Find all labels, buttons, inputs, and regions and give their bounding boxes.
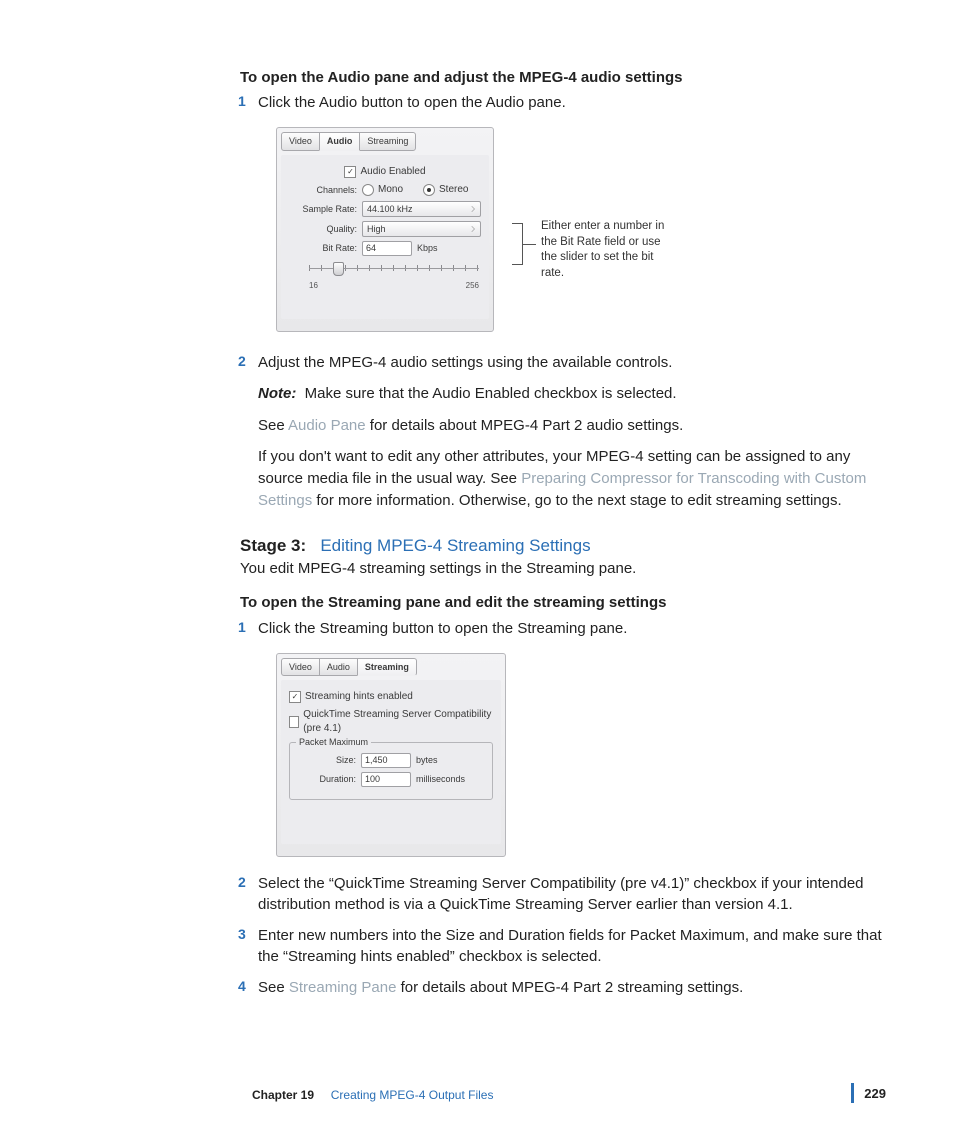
stage-title: Editing MPEG-4 Streaming Settings [320, 536, 590, 555]
document-page: To open the Audio pane and adjust the MP… [0, 0, 954, 1145]
checkbox-label: Audio Enabled [360, 165, 425, 179]
step-text: Click the Audio button to open the Audio… [258, 94, 566, 111]
radio-icon [423, 184, 435, 196]
tab-audio[interactable]: Audio [319, 132, 361, 151]
radio-stereo[interactable]: Stereo [423, 183, 468, 197]
tab-video[interactable]: Video [281, 658, 320, 677]
stage3-heading: Stage 3: Editing MPEG-4 Streaming Settin… [240, 536, 890, 556]
streaming-hints-checkbox[interactable]: ✓ Streaming hints enabled [289, 690, 413, 704]
duration-input[interactable]: 100 [361, 772, 411, 787]
step-number: 1 [238, 92, 246, 112]
tab-streaming[interactable]: Streaming [357, 658, 417, 677]
step-text: Adjust the MPEG-4 audio settings using t… [258, 354, 672, 371]
qt-compat-checkbox[interactable]: QuickTime Streaming Server Compatibility… [289, 708, 493, 736]
tab-video[interactable]: Video [281, 132, 320, 151]
footer-chapter: Chapter 19 Creating MPEG-4 Output Files [240, 1084, 493, 1102]
checkbox-label: QuickTime Streaming Server Compatibility… [303, 708, 493, 736]
stage3-intro: You edit MPEG-4 streaming settings in th… [240, 558, 890, 580]
audio-enabled-checkbox[interactable]: ✓ Audio Enabled [344, 165, 425, 179]
step: 1 Click the Streaming button to open the… [240, 618, 890, 858]
streaming-panel-figure: Video Audio Streaming ✓ Streaming hints … [276, 653, 890, 858]
bitrate-input[interactable]: 64 [362, 241, 412, 256]
step: 3 Enter new numbers into the Size and Du… [240, 925, 890, 967]
quality-label: Quality: [289, 223, 357, 236]
see-pre: See [258, 417, 288, 434]
sample-rate-label: Sample Rate: [289, 203, 357, 216]
step: 2 Select the “QuickTime Streaming Server… [240, 873, 890, 915]
chapter-label: Chapter 19 [252, 1088, 314, 1102]
stage-number: Stage 3: [240, 536, 306, 555]
step-text: Enter new numbers into the Size and Dura… [258, 927, 882, 965]
duration-label: Duration: [298, 773, 356, 786]
packet-maximum-group: Packet Maximum Size: 1,450 bytes Duratio… [289, 742, 493, 800]
step-pre: See [258, 979, 289, 996]
panel-body: ✓ Streaming hints enabled QuickTime Stre… [281, 680, 501, 844]
step-text: Click the Streaming button to open the S… [258, 620, 627, 637]
para-post: for more information. Otherwise, go to t… [312, 492, 841, 509]
check-icon [289, 716, 299, 728]
content-column: To open the Audio pane and adjust the MP… [240, 68, 890, 998]
step-post: for details about MPEG-4 Part 2 streamin… [396, 979, 743, 996]
step-number: 3 [238, 925, 246, 945]
step-number: 2 [238, 873, 246, 893]
note-label: Note: [258, 385, 296, 402]
page-footer: Chapter 19 Creating MPEG-4 Output Files … [68, 1083, 886, 1103]
section1-lead: To open the Audio pane and adjust the MP… [240, 68, 890, 88]
check-icon: ✓ [344, 166, 356, 178]
link-audio-pane[interactable]: Audio Pane [288, 417, 366, 434]
audio-panel: Video Audio Streaming ✓ Audio Enabled [276, 127, 494, 332]
step-number: 4 [238, 977, 246, 997]
tabbar: Video Audio Streaming [281, 132, 489, 151]
callout-bracket-icon [512, 223, 523, 265]
group-legend: Packet Maximum [296, 736, 371, 749]
radio-label: Stereo [439, 183, 468, 197]
radio-label: Mono [378, 183, 403, 197]
step: 2 Adjust the MPEG-4 audio settings using… [240, 352, 890, 512]
chapter-title: Creating MPEG-4 Output Files [331, 1088, 494, 1102]
bitrate-label: Bit Rate: [289, 242, 357, 255]
step: 1 Click the Audio button to open the Aud… [240, 92, 890, 332]
radio-mono[interactable]: Mono [362, 183, 403, 197]
channels-label: Channels: [289, 184, 357, 197]
streaming-panel: Video Audio Streaming ✓ Streaming hints … [276, 653, 506, 858]
radio-icon [362, 184, 374, 196]
tab-streaming[interactable]: Streaming [359, 132, 416, 151]
duration-unit: milliseconds [416, 773, 465, 786]
page-number: 229 [851, 1083, 886, 1103]
step: 4 See Streaming Pane for details about M… [240, 977, 890, 998]
see-post: for details about MPEG-4 Part 2 audio se… [366, 417, 684, 434]
note-text: Make sure that the Audio Enabled checkbo… [305, 385, 677, 402]
panel-body: ✓ Audio Enabled Channels: Mono [281, 155, 489, 319]
audio-panel-figure: Video Audio Streaming ✓ Audio Enabled [276, 127, 890, 332]
bitrate-unit: Kbps [417, 242, 438, 255]
callout-text: Either enter a number in the Bit Rate fi… [541, 219, 673, 281]
step-number: 1 [238, 618, 246, 638]
tabbar: Video Audio Streaming [281, 658, 501, 677]
link-streaming-pane[interactable]: Streaming Pane [289, 979, 397, 996]
checkbox-label: Streaming hints enabled [305, 690, 413, 704]
section1-steps: 1 Click the Audio button to open the Aud… [240, 92, 890, 511]
step-number: 2 [238, 352, 246, 372]
step-text: Select the “QuickTime Streaming Server C… [258, 875, 864, 913]
slider-thumb-icon [333, 262, 344, 276]
bitrate-slider[interactable] [309, 262, 479, 282]
size-input[interactable]: 1,450 [361, 753, 411, 768]
check-icon: ✓ [289, 691, 301, 703]
stage3-steps: 1 Click the Streaming button to open the… [240, 618, 890, 999]
size-unit: bytes [416, 754, 438, 767]
tab-audio[interactable]: Audio [319, 658, 358, 677]
quality-select[interactable]: High [362, 221, 481, 237]
stage3-lead: To open the Streaming pane and edit the … [240, 593, 890, 613]
sample-rate-select[interactable]: 44.100 kHz [362, 201, 481, 217]
size-label: Size: [298, 754, 356, 767]
